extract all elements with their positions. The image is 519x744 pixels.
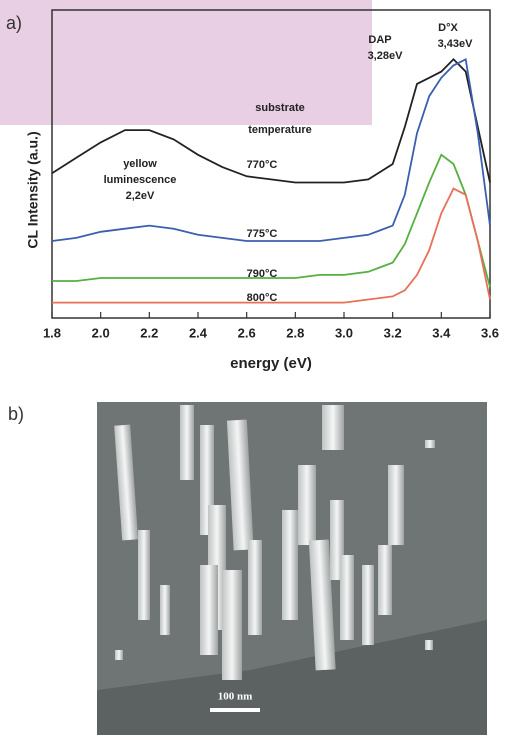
scale-bar-label: 100 nm — [218, 691, 253, 703]
x-tick-label: 2.0 — [92, 325, 110, 340]
annotation: substrate — [255, 102, 305, 114]
annotation: luminescence — [104, 174, 177, 186]
x-tick-label: 2.2 — [140, 325, 158, 340]
x-tick-label: 2.8 — [286, 325, 304, 340]
series-line — [51, 58, 491, 184]
annotation: yellow — [123, 158, 157, 170]
series-label: 790°C — [247, 268, 278, 280]
panel-label: a) — [6, 13, 22, 33]
series-label: 775°C — [247, 228, 278, 240]
series-label: 770°C — [247, 159, 278, 171]
x-tick-label: 2.6 — [238, 325, 256, 340]
annotation: 3,43eV — [438, 38, 474, 50]
annotation: 2,2eV — [126, 190, 155, 202]
x-tick-label: 3.4 — [432, 325, 451, 340]
annotation: temperature — [248, 124, 312, 136]
x-tick-label: 2.4 — [189, 325, 208, 340]
x-tick-label: 3.0 — [335, 325, 353, 340]
x-tick-label: 1.8 — [43, 325, 61, 340]
series-line — [52, 187, 491, 304]
annotation: D°X — [438, 22, 458, 34]
x-axis-label: energy (eV) — [230, 355, 312, 372]
background-tint — [0, 0, 372, 125]
x-tick-label: 3.6 — [481, 325, 499, 340]
y-axis-label: CL Intensity (a.u.) — [25, 131, 41, 248]
series-line — [52, 153, 491, 288]
plot-frame — [51, 9, 491, 319]
series-label: 800°C — [247, 292, 278, 304]
series-line — [51, 57, 491, 242]
panel-label: b) — [8, 404, 24, 424]
annotation: 3,28eV — [368, 50, 404, 62]
x-tick-label: 3.2 — [384, 325, 402, 340]
sem-image: 100 nm — [97, 402, 487, 735]
annotation: DAP — [368, 34, 391, 46]
